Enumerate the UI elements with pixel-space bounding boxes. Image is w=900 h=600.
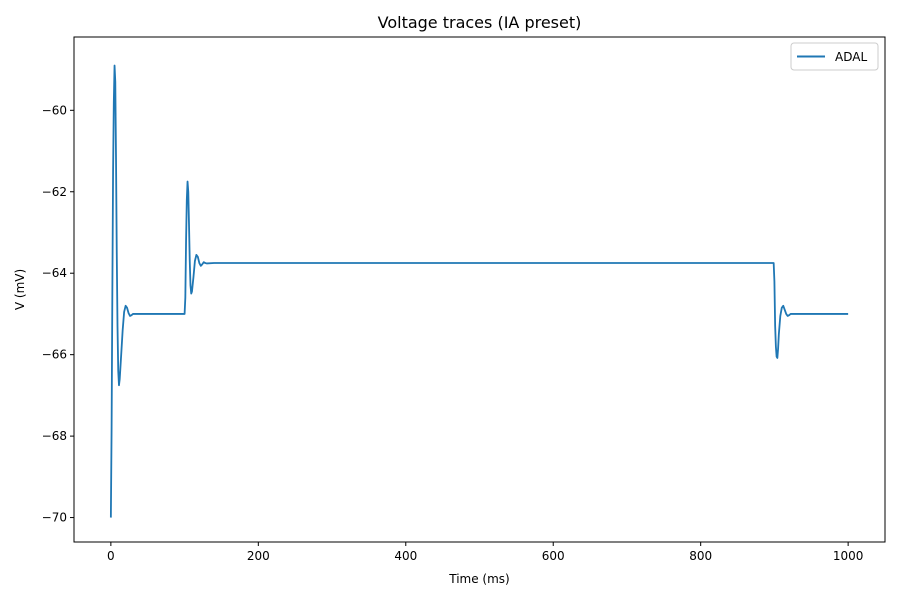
x-tick-label: 1000 xyxy=(833,549,864,563)
y-tick-label: −60 xyxy=(42,103,67,117)
plot-area: 0 200 400 600 800 1000 −70 −68 −66 −64 −62 −60 xyxy=(42,36,886,563)
y-axis-label: V (mV) xyxy=(13,269,27,310)
x-axis-ticks: 0 200 400 600 800 1000 xyxy=(107,542,863,563)
y-tick-label: −62 xyxy=(42,185,67,199)
y-tick-label: −70 xyxy=(42,511,67,525)
legend: ADAL xyxy=(790,42,879,71)
y-axis-ticks: −70 −68 −66 −64 −62 −60 xyxy=(42,103,74,525)
x-tick-label: 200 xyxy=(247,549,270,563)
chart-title: Voltage traces (IA preset) xyxy=(378,13,582,32)
y-tick-label: −68 xyxy=(42,429,67,443)
series-line-adal xyxy=(109,64,849,518)
legend-box xyxy=(790,42,879,71)
x-tick-label: 800 xyxy=(689,549,712,563)
x-axis-label: Time (ms) xyxy=(448,572,510,586)
x-tick-label: 0 xyxy=(107,549,115,563)
legend-label: ADAL xyxy=(835,50,867,64)
x-tick-label: 600 xyxy=(542,549,565,563)
plot-frame xyxy=(73,36,886,543)
y-tick-label: −64 xyxy=(42,266,67,280)
series-group xyxy=(109,64,849,518)
x-tick-label: 400 xyxy=(394,549,417,563)
y-tick-label: −66 xyxy=(42,348,67,362)
